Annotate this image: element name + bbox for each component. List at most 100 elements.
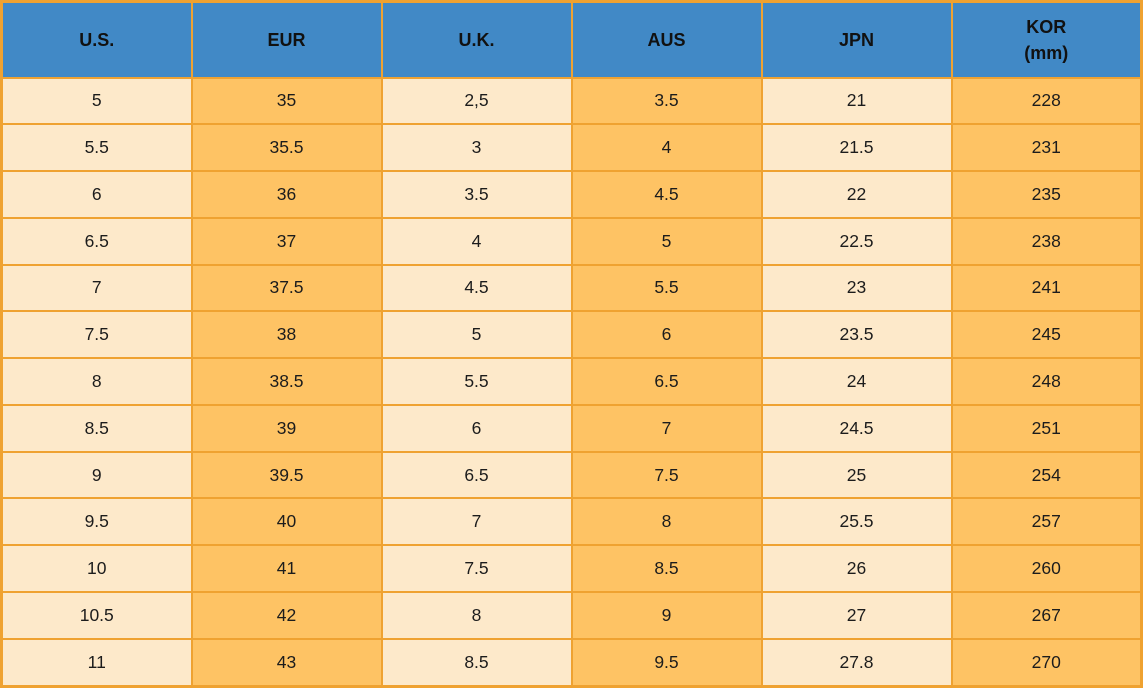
cell-jpn: 22.5	[760, 216, 953, 266]
table-row: 5 35 2,5 3.5 21 228	[0, 76, 1143, 126]
cell-kor: 251	[950, 403, 1143, 453]
cell-us: 5.5	[0, 123, 193, 173]
table-row: 8 38.5 5.5 6.5 24 248	[0, 357, 1143, 406]
table-row: 10 41 7.5 8.5 26 260	[0, 544, 1143, 593]
cell-aus: 4.5	[570, 170, 763, 219]
cell-eur: 40	[190, 497, 383, 547]
table-row: 11 43 8.5 9.5 27.8 270	[0, 637, 1143, 688]
cell-uk: 3.5	[380, 170, 573, 219]
cell-uk: 8.5	[380, 637, 573, 688]
cell-jpn: 25.5	[760, 497, 953, 547]
cell-aus: 8.5	[570, 544, 763, 593]
cell-uk: 6.5	[380, 450, 573, 500]
cell-kor: 257	[950, 497, 1143, 547]
cell-kor: 231	[950, 123, 1143, 173]
cell-jpn: 23	[760, 263, 953, 313]
table-row: 9.5 40 7 8 25.5 257	[0, 497, 1143, 547]
table-row: 6 36 3.5 4.5 22 235	[0, 170, 1143, 219]
column-header-jpn: JPN	[760, 0, 953, 79]
cell-eur: 36	[190, 170, 383, 219]
cell-uk: 4.5	[380, 263, 573, 313]
cell-uk: 5.5	[380, 357, 573, 406]
cell-uk: 6	[380, 403, 573, 453]
cell-aus: 6	[570, 310, 763, 360]
cell-uk: 4	[380, 216, 573, 266]
table-row: 9 39.5 6.5 7.5 25 254	[0, 450, 1143, 500]
cell-eur: 38	[190, 310, 383, 360]
cell-aus: 5	[570, 216, 763, 266]
table-row: 10.5 42 8 9 27 267	[0, 590, 1143, 640]
cell-eur: 39.5	[190, 450, 383, 500]
cell-jpn: 22	[760, 170, 953, 219]
cell-aus: 9.5	[570, 637, 763, 688]
cell-us: 5	[0, 76, 193, 126]
cell-us: 10	[0, 544, 193, 593]
column-header-uk: U.K.	[380, 0, 573, 79]
table-body: 5 35 2,5 3.5 21 228 5.5 35.5 3 4 21.5 231 6 36 3.5 4.5 2…	[0, 76, 1143, 688]
cell-kor: 260	[950, 544, 1143, 593]
cell-jpn: 27.8	[760, 637, 953, 688]
cell-aus: 9	[570, 590, 763, 640]
cell-kor: 238	[950, 216, 1143, 266]
cell-aus: 7.5	[570, 450, 763, 500]
column-header-aus: AUS	[570, 0, 763, 79]
cell-uk: 3	[380, 123, 573, 173]
cell-us: 8.5	[0, 403, 193, 453]
cell-eur: 37	[190, 216, 383, 266]
cell-us: 6	[0, 170, 193, 219]
cell-uk: 2,5	[380, 76, 573, 126]
cell-jpn: 24.5	[760, 403, 953, 453]
cell-kor: 270	[950, 637, 1143, 688]
cell-eur: 39	[190, 403, 383, 453]
cell-jpn: 26	[760, 544, 953, 593]
cell-jpn: 23.5	[760, 310, 953, 360]
table-row: 8.5 39 6 7 24.5 251	[0, 403, 1143, 453]
cell-eur: 35	[190, 76, 383, 126]
cell-eur: 37.5	[190, 263, 383, 313]
cell-eur: 43	[190, 637, 383, 688]
cell-kor: 267	[950, 590, 1143, 640]
cell-uk: 7.5	[380, 544, 573, 593]
cell-us: 8	[0, 357, 193, 406]
cell-eur: 42	[190, 590, 383, 640]
cell-kor: 228	[950, 76, 1143, 126]
cell-us: 10.5	[0, 590, 193, 640]
cell-kor: 254	[950, 450, 1143, 500]
column-header-eur: EUR	[190, 0, 383, 79]
cell-aus: 6.5	[570, 357, 763, 406]
cell-us: 7	[0, 263, 193, 313]
table-row: 7.5 38 5 6 23.5 245	[0, 310, 1143, 360]
table-header: U.S. EUR U.K. AUS JPN KOR (mm)	[0, 0, 1143, 79]
table-row: 6.5 37 4 5 22.5 238	[0, 216, 1143, 266]
cell-kor: 241	[950, 263, 1143, 313]
column-header-kor: KOR (mm)	[950, 0, 1143, 79]
cell-kor: 245	[950, 310, 1143, 360]
table-row: 7 37.5 4.5 5.5 23 241	[0, 263, 1143, 313]
cell-jpn: 21	[760, 76, 953, 126]
cell-aus: 7	[570, 403, 763, 453]
cell-jpn: 25	[760, 450, 953, 500]
cell-eur: 35.5	[190, 123, 383, 173]
cell-us: 6.5	[0, 216, 193, 266]
header-row: U.S. EUR U.K. AUS JPN KOR (mm)	[0, 0, 1143, 79]
cell-us: 7.5	[0, 310, 193, 360]
cell-uk: 7	[380, 497, 573, 547]
cell-aus: 3.5	[570, 76, 763, 126]
column-header-us: U.S.	[0, 0, 193, 79]
cell-eur: 41	[190, 544, 383, 593]
cell-kor: 235	[950, 170, 1143, 219]
cell-aus: 4	[570, 123, 763, 173]
cell-jpn: 21.5	[760, 123, 953, 173]
table-row: 5.5 35.5 3 4 21.5 231	[0, 123, 1143, 173]
cell-jpn: 27	[760, 590, 953, 640]
cell-jpn: 24	[760, 357, 953, 406]
cell-us: 11	[0, 637, 193, 688]
cell-aus: 8	[570, 497, 763, 547]
cell-aus: 5.5	[570, 263, 763, 313]
cell-us: 9.5	[0, 497, 193, 547]
cell-uk: 5	[380, 310, 573, 360]
cell-uk: 8	[380, 590, 573, 640]
cell-eur: 38.5	[190, 357, 383, 406]
